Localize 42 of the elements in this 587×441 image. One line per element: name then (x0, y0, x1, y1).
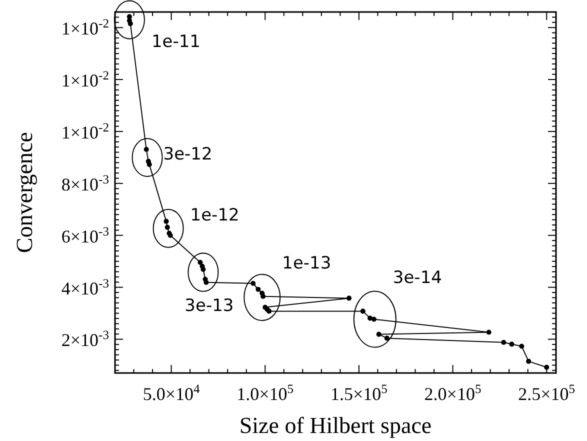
point (260, 294, 266, 299)
annotation: 1e-12 (190, 205, 240, 226)
x-tick-label: 2.5×10$^{5}$ (518, 382, 576, 404)
y-tick-label: 1×10$^{-2}$ (61, 120, 109, 142)
point (198, 260, 203, 265)
annotation: 3e-14 (392, 268, 442, 288)
annotation: 3e-12 (163, 144, 212, 164)
point (376, 332, 382, 337)
point (164, 218, 169, 224)
point (371, 316, 376, 322)
x-tick-label: 5.0×10$^{4}$ (142, 382, 200, 404)
point (256, 286, 261, 292)
point (368, 316, 373, 321)
point (526, 358, 532, 364)
point (360, 308, 366, 314)
y-tick-label: 6×10$^{-3}$ (61, 224, 109, 246)
point (486, 330, 492, 335)
y-axis-title: Convergence (12, 132, 37, 253)
point (346, 296, 352, 301)
point (204, 280, 209, 285)
y-tick-label: 8×10$^{-3}$ (61, 172, 109, 194)
point (200, 266, 206, 272)
y-tick-label: 1×10$^{-2}$ (61, 68, 109, 91)
annotation: 3e-13 (184, 296, 234, 316)
y-tick-label: 1×10$^{-2}$ (61, 16, 109, 39)
point (146, 162, 152, 167)
point (509, 342, 514, 347)
point (384, 336, 390, 341)
x-tick-label: 2.0×10$^{5}$ (424, 382, 482, 404)
point (164, 224, 170, 230)
x-tick-label: 1.5×10$^{5}$ (330, 382, 388, 404)
point (144, 146, 149, 152)
point (128, 21, 133, 26)
annotation: 1e-13 (282, 253, 332, 274)
point (501, 340, 506, 345)
y-tick-label: 4×10$^{-3}$ (61, 276, 109, 298)
x-tick-label: 1.0×10$^{5}$ (236, 382, 294, 404)
point (519, 344, 524, 349)
y-tick-label: 2×10$^{-3}$ (61, 328, 109, 350)
annotation: 1e-11 (151, 32, 200, 52)
x-axis-title: Size of Hilbert space (239, 413, 432, 438)
point (250, 280, 256, 286)
